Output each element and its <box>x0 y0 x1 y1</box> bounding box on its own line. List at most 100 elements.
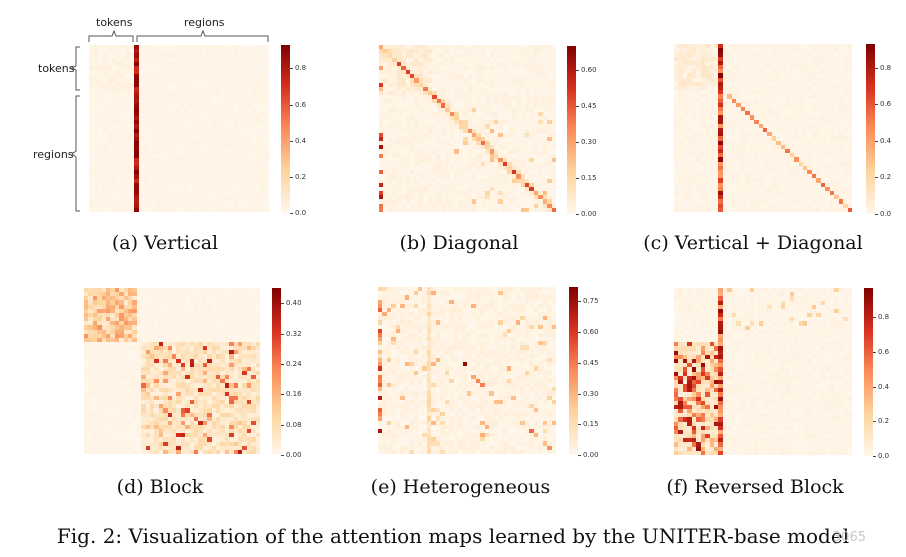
heatmap-cell <box>834 106 839 112</box>
heatmap-cell <box>379 145 384 150</box>
heatmap-cell <box>436 53 441 58</box>
heatmap-cell <box>188 195 193 200</box>
heatmap-cell <box>551 124 556 129</box>
heatmap-cell <box>427 191 433 196</box>
heatmap-cell <box>847 140 852 145</box>
heatmap-cell <box>722 161 728 166</box>
heatmap-cell <box>700 132 706 137</box>
heatmap-cell <box>414 195 419 200</box>
heatmap-cell <box>480 174 486 179</box>
heatmap-cell <box>494 115 499 121</box>
heatmap-cell <box>120 111 125 116</box>
heatmap-cell <box>525 45 530 50</box>
heatmap-cell <box>197 111 202 116</box>
heatmap-cell <box>745 73 750 78</box>
heatmap-cell <box>409 136 415 142</box>
heatmap-cell <box>445 174 450 179</box>
heatmap-cell <box>179 207 184 212</box>
heatmap-cell <box>98 65 103 71</box>
heatmap-cell <box>736 44 741 49</box>
heatmap-cell <box>691 157 697 162</box>
heatmap-cell <box>387 191 393 196</box>
heatmap-cell <box>458 145 464 150</box>
heatmap-cell <box>147 132 152 137</box>
heatmap-cell <box>458 170 464 175</box>
heatmap-cell <box>125 128 130 133</box>
heatmap-cell <box>215 174 220 179</box>
heatmap-cell <box>718 102 723 107</box>
heatmap-cell <box>445 136 450 142</box>
heatmap-cell <box>92 296 98 301</box>
heatmap-cell <box>758 157 763 162</box>
heatmap-cell <box>188 95 193 100</box>
heatmap-cell <box>687 73 692 78</box>
heatmap-cell <box>125 132 130 137</box>
heatmap-cell <box>807 64 812 70</box>
heatmap-cell <box>401 74 406 79</box>
heatmap-cell <box>705 190 710 196</box>
heatmap-cell <box>387 195 393 200</box>
heatmap-cell <box>780 64 786 70</box>
heatmap-cell <box>494 61 499 66</box>
heatmap-cell <box>379 99 384 104</box>
heatmap-cell <box>794 90 799 95</box>
heatmap-cell <box>107 45 112 50</box>
heatmap-cell <box>111 57 116 62</box>
heatmap-cell <box>709 127 715 133</box>
heatmap-cell <box>89 90 94 96</box>
heatmap-cell <box>762 182 768 187</box>
heatmap-cell <box>237 136 242 142</box>
heatmap-cell <box>776 85 781 91</box>
heatmap-cell <box>551 90 556 96</box>
heatmap-cell <box>93 207 98 212</box>
heatmap-cell <box>165 103 170 108</box>
heatmap-cell <box>709 81 715 86</box>
heatmap-cell <box>396 195 402 200</box>
heatmap-cell <box>147 65 152 71</box>
heatmap-cell <box>445 111 450 116</box>
heatmap-cell <box>829 136 835 141</box>
heatmap-cell <box>785 73 790 78</box>
heatmap-cell <box>93 136 98 142</box>
heatmap-cell <box>138 90 143 96</box>
heatmap-cell <box>454 166 459 171</box>
heatmap-cell <box>807 60 812 65</box>
heatmap-cell <box>838 195 844 200</box>
heatmap-cell <box>700 77 706 82</box>
heatmap-cell <box>449 70 455 75</box>
heatmap-cell <box>219 132 224 137</box>
heatmap-cell <box>829 199 835 204</box>
heatmap-cell <box>445 90 450 96</box>
heatmap-cell <box>192 182 197 187</box>
heatmap-cell <box>807 140 812 145</box>
heatmap-cell <box>838 85 844 91</box>
heatmap-cell <box>542 199 548 204</box>
heatmap-cell <box>471 136 477 142</box>
heatmap-cell <box>705 44 710 49</box>
heatmap-cell <box>533 153 539 158</box>
heatmap-cell <box>463 166 468 171</box>
heatmap-cell <box>533 115 539 121</box>
heatmap-cell <box>206 61 211 66</box>
heatmap-cell <box>210 78 215 83</box>
heatmap-cell <box>476 145 481 150</box>
heatmap-cell <box>138 170 143 175</box>
heatmap-cell <box>436 70 441 75</box>
heatmap-cell <box>396 57 402 62</box>
heatmap-cell <box>418 174 424 179</box>
heatmap-cell <box>520 78 526 83</box>
heatmap-cell <box>731 44 737 49</box>
heatmap-cell <box>401 61 406 66</box>
heatmap-cell <box>489 70 495 75</box>
heatmap-cell <box>507 49 512 54</box>
heatmap-cell <box>170 199 175 204</box>
heatmap-cell <box>396 182 402 187</box>
heatmap-cell <box>789 178 795 183</box>
heatmap-cell <box>705 140 710 145</box>
heatmap-cell <box>538 145 543 150</box>
heatmap-cell <box>682 169 688 175</box>
heatmap-cell <box>138 136 143 142</box>
heatmap-cell <box>838 148 844 154</box>
heatmap-cell <box>829 190 835 196</box>
heatmap-cell <box>807 90 812 95</box>
